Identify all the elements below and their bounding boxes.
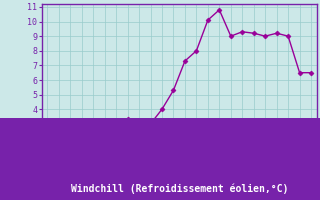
Text: Windchill (Refroidissement éolien,°C): Windchill (Refroidissement éolien,°C) bbox=[70, 184, 288, 194]
